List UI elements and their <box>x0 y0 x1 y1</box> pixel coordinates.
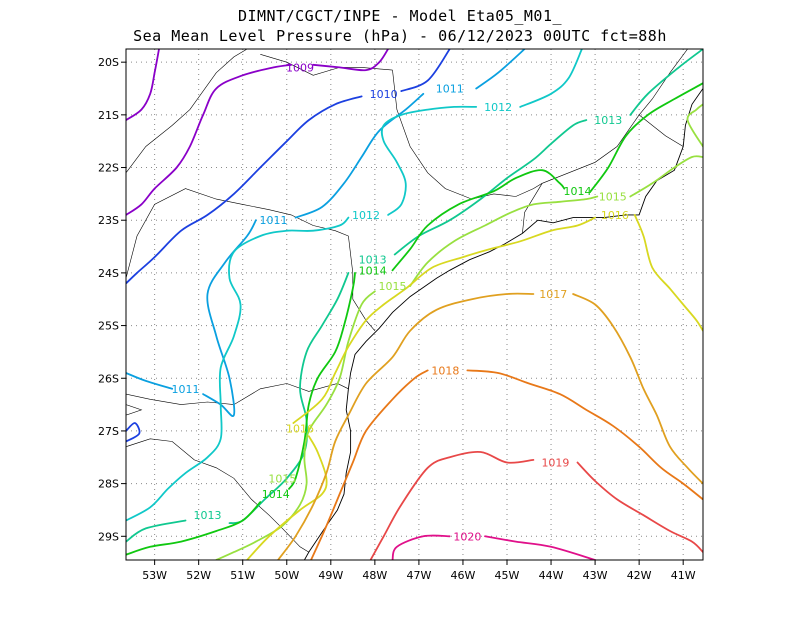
x-tick-label: 51W <box>230 569 255 582</box>
y-tick-label: 23S <box>98 214 119 227</box>
isobar-label-1009: 1009 <box>286 61 314 74</box>
isobar-1009 <box>312 49 389 72</box>
isobar-1012 <box>519 49 583 108</box>
chart-title-line1: DIMNT/CGCT/INPE - Model Eta05_M01_ <box>237 7 563 25</box>
state-border <box>260 54 393 76</box>
isobar-label-1016: 1016 <box>286 422 314 435</box>
isobar-label-1014: 1014 <box>563 185 591 198</box>
isobar-1011 <box>294 92 425 219</box>
isobar-label-1011: 1011 <box>436 83 464 96</box>
isobar-label-1013: 1013 <box>359 254 387 267</box>
state-border <box>126 188 349 279</box>
isobar-1012 <box>126 216 350 522</box>
isobar-1018 <box>466 369 703 501</box>
contour-layer <box>126 49 703 560</box>
isobar-label-1014: 1014 <box>359 264 387 277</box>
isobar-label-1016: 1016 <box>601 209 629 222</box>
state-border <box>126 404 143 416</box>
coastline <box>304 88 703 560</box>
y-tick-label: 22S <box>98 162 119 175</box>
isobar-label-1018: 1018 <box>431 364 459 377</box>
y-tick-label: 25S <box>98 320 119 333</box>
state-border <box>348 235 376 331</box>
y-tick-label: 26S <box>98 372 119 385</box>
isobar-1016 <box>633 214 703 332</box>
isobar-label-1012: 1012 <box>352 209 380 222</box>
isobar-1011 <box>202 219 257 417</box>
isobar-label-1013: 1013 <box>193 509 221 522</box>
y-tick-label: 24S <box>98 267 119 280</box>
isobar-1014 <box>391 169 566 272</box>
isobar-label-1015: 1015 <box>599 191 627 204</box>
isobar-1013 <box>629 49 703 116</box>
isobar-label-1017: 1017 <box>539 288 567 301</box>
x-tick-label: 46W <box>451 569 476 582</box>
state-border <box>126 49 248 173</box>
x-tick-label: 43W <box>583 569 608 582</box>
isobar-1020 <box>391 534 451 560</box>
isobar-1010 <box>126 422 141 443</box>
isobar-1018 <box>310 369 429 560</box>
isobar-1013 <box>393 119 588 256</box>
y-tick-label: 29S <box>98 530 119 543</box>
isobar-1017 <box>572 293 703 485</box>
isobar-1014 <box>126 501 262 556</box>
isobar-label-1011: 1011 <box>260 214 288 227</box>
x-tick-label: 47W <box>406 569 431 582</box>
state-border <box>126 438 309 553</box>
isobar-label-1014: 1014 <box>262 488 290 501</box>
isobar-label-1015: 1015 <box>268 472 296 485</box>
x-tick-label: 52W <box>186 569 211 582</box>
isobar-1010 <box>126 95 363 285</box>
isobar-1009 <box>126 63 293 216</box>
isobar-1015 <box>629 155 703 198</box>
isobar-1012 <box>380 105 478 216</box>
axis-ticks: 53W 52W 51W 50W 49W 48W 47W 46W 45W 44W 43W 42W 41W 2… <box>98 56 696 582</box>
isobar-1019 <box>369 450 535 560</box>
contour-label-layer: 1009 1010 1011 1011 1011 1012 1012 1013 1013 1013… <box>171 61 628 543</box>
isobar-label-1013: 1013 <box>594 114 622 127</box>
chart-title-line2: Sea Mean Level Pressure (hPa) - 06/12/20… <box>133 27 667 45</box>
isobar-1010 <box>400 49 451 92</box>
isobar-1019 <box>576 461 703 553</box>
y-tick-label: 27S <box>98 425 119 438</box>
isobar-1014 <box>589 82 703 193</box>
isobar-1015 <box>409 195 599 287</box>
y-tick-label: 20S <box>98 56 119 69</box>
x-tick-label: 50W <box>274 569 299 582</box>
x-tick-label: 44W <box>539 569 564 582</box>
isobar-1017 <box>277 292 535 560</box>
x-tick-label: 49W <box>318 569 343 582</box>
state-border <box>638 114 684 147</box>
isobar-1016 <box>292 216 596 424</box>
isobar-label-1019: 1019 <box>541 457 569 470</box>
isobar-1013 <box>126 519 187 543</box>
x-tick-label: 48W <box>362 569 387 582</box>
isobar-label-1012: 1012 <box>484 101 512 114</box>
x-tick-label: 41W <box>671 569 696 582</box>
map-layer <box>126 49 703 560</box>
isobar-1016 <box>246 435 328 560</box>
isobar-1015 <box>215 290 376 560</box>
isobar-1011 <box>126 372 174 390</box>
state-border <box>126 383 349 405</box>
isobar-1011 <box>475 49 526 90</box>
state-border <box>522 183 543 234</box>
isobar-1014 <box>288 272 356 490</box>
isobar-1009 <box>126 49 160 121</box>
plot-frame <box>125 48 704 561</box>
x-tick-label: 45W <box>495 569 520 582</box>
x-tick-label: 42W <box>627 569 652 582</box>
isobar-label-1020: 1020 <box>453 530 481 543</box>
isobar-1020 <box>484 535 596 560</box>
isobar-label-1010: 1010 <box>370 88 398 101</box>
x-tick-label: 53W <box>142 569 167 582</box>
isobar-1015 <box>686 103 703 148</box>
isobar-label-1015: 1015 <box>378 280 406 293</box>
state-border <box>392 70 543 200</box>
y-tick-label: 21S <box>98 109 119 122</box>
y-tick-label: 28S <box>98 478 119 491</box>
isobar-label-1011: 1011 <box>171 383 199 396</box>
